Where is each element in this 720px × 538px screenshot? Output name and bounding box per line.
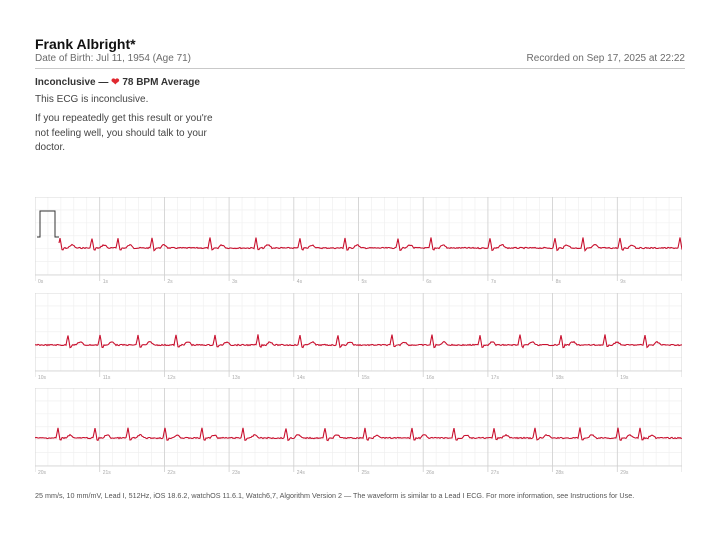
time-label: 5s	[362, 279, 368, 285]
time-label: 21s	[103, 470, 112, 476]
time-label: 10s	[38, 375, 47, 381]
ecg-trace	[58, 237, 682, 252]
time-label: 20s	[38, 470, 47, 476]
time-label: 18s	[556, 375, 565, 381]
patient-name: Frank Albright*	[35, 36, 136, 52]
time-label: 13s	[232, 375, 241, 381]
ecg-strip-1-svg: 0s 1s 2s 3s 4s 5s 6s 7s 8s 9s	[35, 197, 682, 285]
ecg-strip-2-svg: 10s 11s 12s 13s 14s 15s 16s 17s 18s 19s	[35, 293, 682, 381]
time-label: 24s	[297, 470, 306, 476]
recorded-timestamp: Recorded on Sep 17, 2025 at 22:22	[526, 53, 685, 64]
ecg-trace	[35, 427, 682, 442]
date-of-birth: Date of Birth: Jul 11, 1954 (Age 71)	[35, 53, 192, 64]
time-label: 17s	[491, 375, 500, 381]
time-label: 1s	[103, 279, 109, 285]
ecg-trace	[35, 334, 682, 349]
header-divider	[35, 68, 685, 69]
time-label: 29s	[620, 470, 629, 476]
time-label: 2s	[167, 279, 173, 285]
time-label: 22s	[167, 470, 176, 476]
time-label: 3s	[232, 279, 238, 285]
time-label: 28s	[556, 470, 565, 476]
time-label: 0s	[38, 279, 44, 285]
time-label: 15s	[362, 375, 371, 381]
time-label: 11s	[103, 375, 111, 381]
time-label: 6s	[426, 279, 432, 285]
time-label: 26s	[426, 470, 435, 476]
ecg-strip-3-svg: 20s 21s 22s 23s 24s 25s 26s 27s 28s 29s	[35, 388, 682, 476]
time-label: 19s	[620, 375, 629, 381]
time-label: 16s	[426, 375, 435, 381]
result-classification: Inconclusive —	[35, 77, 109, 88]
average-bpm: 78 BPM Average	[122, 77, 200, 88]
ecg-strip-3: 20s 21s 22s 23s 24s 25s 26s 27s 28s 29s	[35, 388, 682, 478]
report-header: Frank Albright* Date of Birth: Jul 11, 1…	[35, 36, 685, 64]
result-line: Inconclusive — ❤ 78 BPM Average	[35, 77, 200, 88]
time-label: 27s	[491, 470, 500, 476]
result-summary: This ECG is inconclusive.	[35, 94, 149, 105]
heart-icon: ❤	[111, 77, 120, 88]
ecg-strip-2: 10s 11s 12s 13s 14s 15s 16s 17s 18s 19s	[35, 293, 682, 383]
time-label: 4s	[297, 279, 303, 285]
time-label: 7s	[491, 279, 497, 285]
time-label: 8s	[556, 279, 562, 285]
footer-note: 25 mm/s, 10 mm/mV, Lead I, 512Hz, iOS 18…	[35, 491, 635, 500]
time-label: 14s	[297, 375, 306, 381]
time-label: 12s	[167, 375, 176, 381]
result-advice: If you repeatedly get this result or you…	[35, 113, 213, 153]
calibration-pulse	[37, 210, 59, 238]
time-label: 9s	[620, 279, 626, 285]
ecg-strip-1: 0s 1s 2s 3s 4s 5s 6s 7s 8s 9s	[35, 197, 682, 287]
time-label: 25s	[362, 470, 371, 476]
time-label: 23s	[232, 470, 241, 476]
